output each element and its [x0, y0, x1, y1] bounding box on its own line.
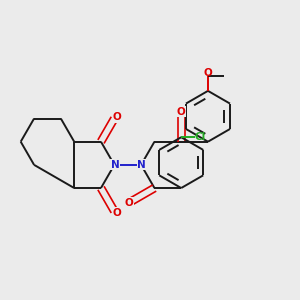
- Text: O: O: [204, 68, 212, 78]
- Text: Cl: Cl: [194, 132, 206, 142]
- Text: O: O: [177, 107, 186, 117]
- Text: O: O: [124, 198, 133, 208]
- Text: O: O: [112, 208, 121, 218]
- Text: N: N: [137, 160, 146, 170]
- Text: N: N: [111, 160, 120, 170]
- Text: O: O: [112, 112, 121, 122]
